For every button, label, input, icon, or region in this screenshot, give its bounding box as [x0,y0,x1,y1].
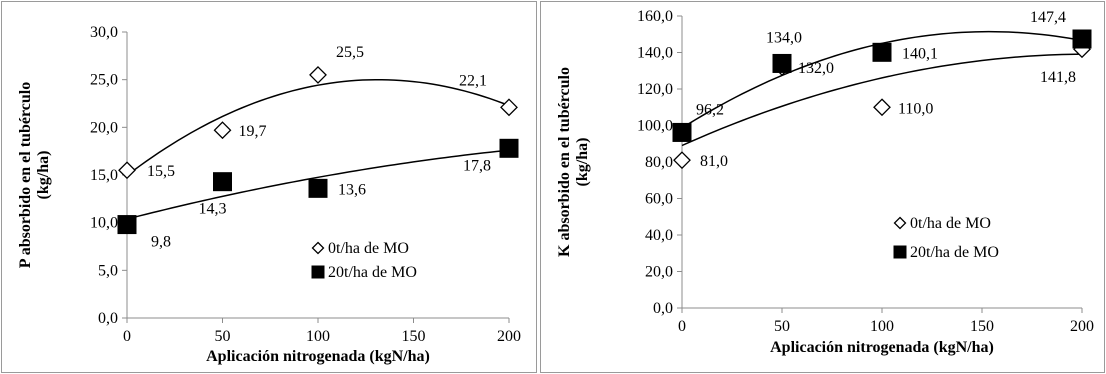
y-tick-label-right: 40,0 [645,227,673,244]
data-label-right-series-2: 147,4 [1030,9,1066,26]
data-point-left-series-1 [213,121,232,140]
data-point-left-series-2 [213,172,232,192]
legend-label-left-series-1: 0t/ha de MO [328,240,409,257]
x-axis-title-right: Aplicación nitrogenada (kgN/ha) [770,339,994,356]
data-point-right-series-2 [872,42,892,62]
y-tick-label-right: 20,0 [645,264,673,281]
y-axis-title-left: P absorbido en el tubérculo [17,82,34,268]
data-point-right-series-2 [772,53,792,73]
data-label-left-series-1: 15,5 [147,163,175,180]
y-tick-label-left: 15,0 [90,167,118,184]
y-tick-label-right: 0,0 [653,300,673,317]
data-point-left-series-1 [309,65,327,84]
data-label-right-series-2: 134,0 [766,29,802,46]
y-tick-label-right: 140,0 [637,45,673,62]
trendline-left-series-1 [126,78,510,176]
trendline-right-series-1 [681,53,1083,147]
data-label-left-series-2: 17,8 [463,157,491,174]
legend-marker-right-series-2 [893,245,907,259]
data-point-left-series-2 [308,178,328,198]
x-tick-label-right: 50 [774,318,790,335]
data-label-left-series-1: 19,7 [239,123,267,140]
x-tick-label-left: 0 [123,328,131,345]
chart-panel-right [540,1,1105,373]
legend-label-left-series-2: 20t/ha de MO [328,264,417,281]
x-tick-label-right: 100 [870,318,894,335]
x-tick-label-left: 150 [402,328,426,345]
y-tick-label-left: 10,0 [90,215,118,232]
y-tick-label-left: 5,0 [98,262,118,279]
data-point-right-series-1 [673,151,691,170]
legend-label-right-series-2: 20t/ha de MO [910,244,999,261]
x-tick-label-right: 0 [678,318,686,335]
data-point-left-series-2 [117,215,137,235]
trendline-left-series-2 [126,149,510,220]
legend-marker-left-series-1 [311,241,325,255]
x-tick-label-right: 150 [970,318,994,335]
x-tick-label-left: 50 [215,328,231,345]
y-tick-label-left: 20,0 [90,119,118,136]
data-point-left-series-1 [118,161,136,180]
y-tick-label-right: 160,0 [637,8,673,25]
data-label-left-series-2: 14,3 [199,201,227,218]
data-label-right-series-1: 81,0 [700,153,728,170]
data-label-left-series-1: 25,5 [336,44,364,61]
data-point-right-series-1 [873,98,891,117]
data-label-left-series-2: 9,8 [151,234,171,251]
y-tick-label-right: 80,0 [645,154,673,171]
y-tick-label-left: 25,0 [90,72,118,89]
legend-marker-right-series-1 [893,216,907,230]
legend-marker-left-series-2 [311,265,325,279]
data-label-left-series-1: 22,1 [459,72,487,89]
data-point-left-series-1 [500,98,518,117]
legend-label-right-series-1: 0t/ha de MO [910,215,991,232]
data-label-right-series-2: 140,1 [902,45,938,62]
y-axis-title-unit-right: (kg/ha) [574,138,591,187]
x-axis-title-left: Aplicación nitrogenada (kgN/ha) [206,348,430,365]
y-tick-label-left: 30,0 [90,24,118,41]
y-tick-label-right: 120,0 [637,81,673,98]
data-label-right-series-1: 132,0 [798,60,834,77]
data-label-right-series-1: 110,0 [898,100,933,117]
data-label-right-series-2: 96,2 [696,101,724,118]
x-tick-label-right: 200 [1070,318,1094,335]
y-axis-title-right: K absorbido en el tubérculo [556,67,573,257]
x-tick-label-left: 200 [497,328,521,345]
y-tick-label-right: 100,0 [637,118,673,135]
y-axis-title-unit-left: (kg/ha) [35,151,52,200]
x-tick-label-left: 100 [306,328,330,345]
data-point-right-series-2 [1072,29,1092,49]
y-tick-label-right: 60,0 [645,191,673,208]
chart-layer: 0,0 5,0 10,0 15,0 20,0 25,0 30,0 0 50 100 150 200 Ap… [17,8,1094,365]
data-label-right-series-1: 141,8 [1040,69,1076,86]
data-label-left-series-2: 13,6 [338,181,366,198]
data-point-left-series-2 [499,138,519,158]
data-point-right-series-2 [672,122,692,142]
y-tick-label-left: 0,0 [98,310,118,327]
